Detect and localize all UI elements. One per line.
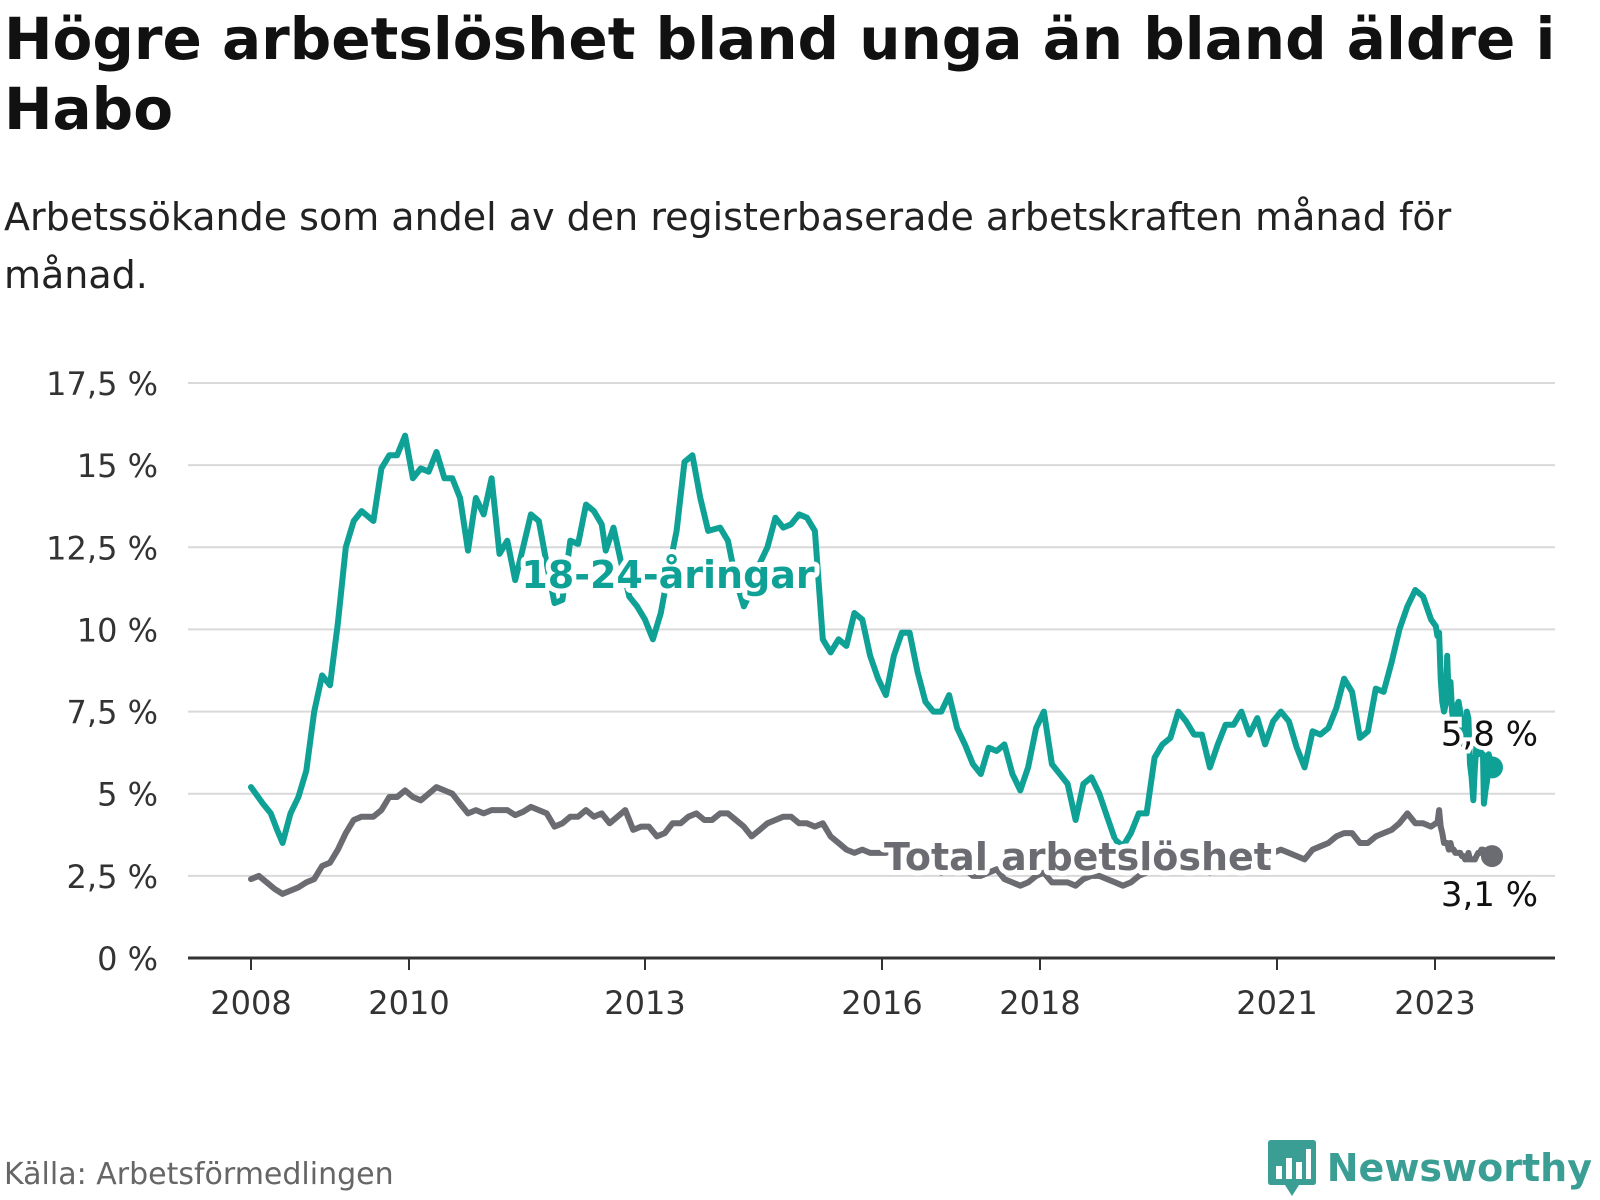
x-tick-label: 2023 [1394,984,1475,1022]
chart-subtitle: Arbetssökande som andel av den registerb… [4,195,1452,297]
y-tick-label: 10 % [77,611,158,649]
y-axis-tick-labels: 0 % 2,5 % 5 % 7,5 % 10 % 12,5 % 15 % 17,5 % [46,365,158,978]
series-end-point [1481,756,1503,779]
end-label-total: 3,1 % [1441,875,1538,915]
y-tick-label: 5 % [97,776,158,814]
x-tick-label: 2008 [210,984,291,1022]
x-axis: 2008 2010 2013 2016 2018 2021 2023 [188,956,1555,1022]
y-tick-label: 15 % [77,447,158,485]
gridlines [188,382,1555,877]
series-line-total [248,784,1495,897]
line-chart: 0 % 2,5 % 5 % 7,5 % 10 % 12,5 % 15 % 17,5 % 200… [46,365,1555,1022]
end-label-18-24: 5,8 % [1441,714,1538,754]
y-tick-label: 17,5 % [46,365,158,403]
x-tick-label: 2018 [999,984,1080,1022]
y-tick-label: 0 % [97,940,158,978]
series-lines [248,432,1503,897]
series-end-point [1481,845,1503,868]
x-tick-label: 2013 [604,984,685,1022]
newsworthy-logo[interactable]: Newsworthy [1267,1138,1592,1198]
x-tick-label: 2010 [368,984,449,1022]
y-tick-label: 2,5 % [67,858,158,896]
source-note: Källa: Arbetsförmedlingen [4,1157,394,1192]
bar-chart-icon [1267,1140,1316,1196]
y-tick-label: 12,5 % [46,529,158,567]
series-labels: 18-24-åringar Total arbetslöshet 5,8 % 3,1 … [516,548,1542,919]
series-label-18-24: 18-24-åringar [521,553,815,597]
chart-title: Högre arbetslöshet bland unga än bland ä… [4,5,1556,143]
x-tick-label: 2016 [841,984,922,1022]
brand-name: Newsworthy [1326,1146,1592,1190]
series-label-total: Total arbetslöshet [884,835,1272,879]
x-tick-label: 2021 [1236,984,1317,1022]
series-line-18-24 [248,432,1495,850]
y-tick-label: 7,5 % [67,694,158,732]
